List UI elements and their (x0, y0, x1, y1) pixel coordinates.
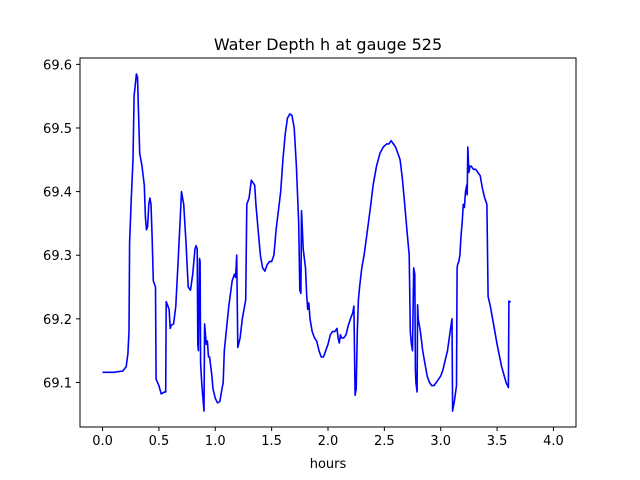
y-tick-label: 69.2 (43, 313, 72, 328)
x-tick-label: 0.0 (92, 434, 113, 449)
y-tick-label: 69.3 (43, 249, 72, 264)
x-tick-label: 3.5 (487, 434, 508, 449)
x-tick-label: 3.0 (430, 434, 451, 449)
x-tick-label: 0.5 (149, 434, 170, 449)
x-tick-label: 4.0 (543, 434, 564, 449)
y-tick-label: 69.5 (43, 122, 72, 137)
plot-frame (79, 57, 577, 428)
x-tick-label: 1.5 (261, 434, 282, 449)
y-axis: 69.1 69.2 69.3 69.4 69.5 69.6 (43, 58, 80, 391)
y-tick-label: 69.6 (43, 58, 72, 73)
x-tick-label: 2.5 (374, 434, 395, 449)
y-tick-label: 69.4 (43, 186, 72, 201)
x-tick-label: 1.0 (205, 434, 226, 449)
series-line (102, 73, 512, 412)
x-tick-label: 2.0 (318, 434, 339, 449)
x-axis: 0.0 0.5 1.0 1.5 2.0 2.5 3.0 3.5 4.0 (92, 427, 564, 449)
chart-title: Water Depth h at gauge 525 (214, 35, 442, 54)
x-axis-title: hours (310, 457, 347, 472)
y-tick-label: 69.1 (43, 376, 72, 391)
plot-area (102, 73, 512, 412)
